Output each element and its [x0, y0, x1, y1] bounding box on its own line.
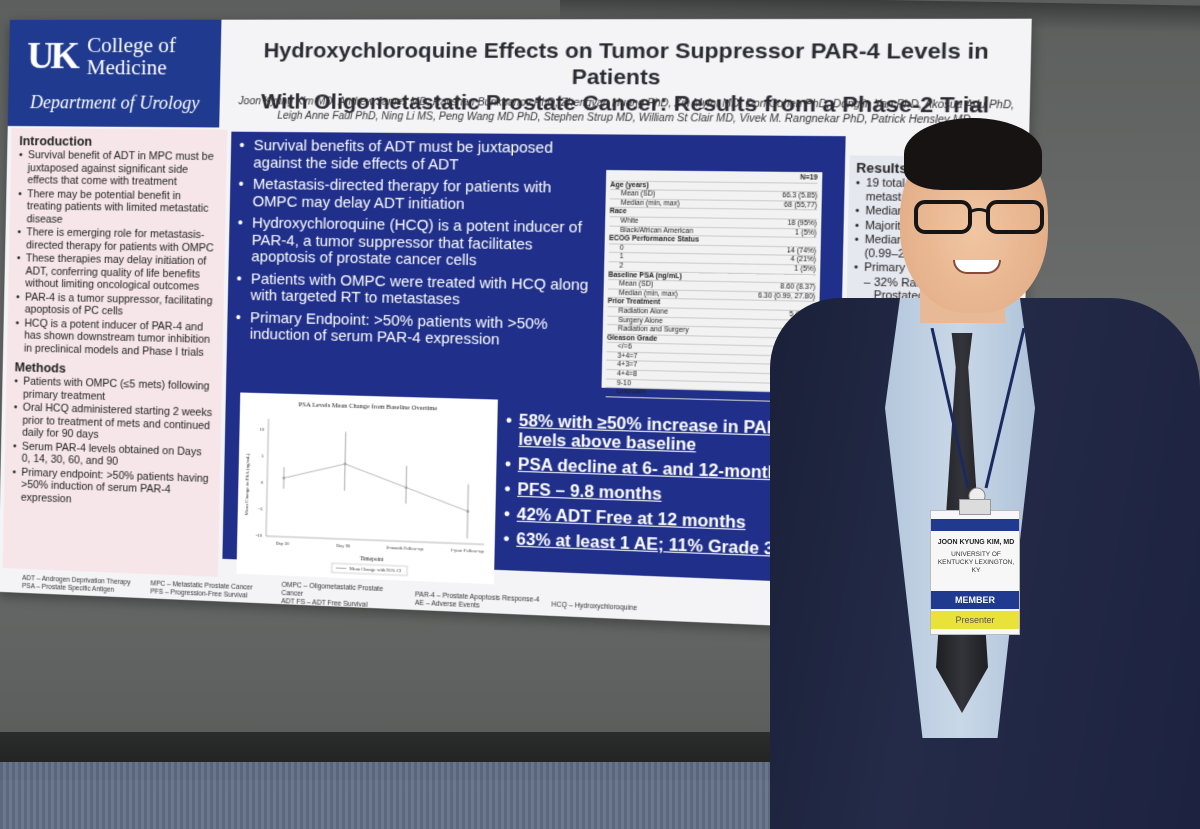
- abbreviation-entry: HCQ – Hydroxychloroquine: [551, 601, 682, 615]
- abbreviation-column: HCQ – Hydroxychloroquine: [551, 601, 682, 615]
- badge-member-ribbon: MEMBER: [931, 591, 1019, 609]
- table-cell-label: Race: [610, 208, 627, 216]
- chart-xlabel: Timepoint: [360, 556, 384, 563]
- introduction-item: PAR-4 is a tumor suppressor, facilitatin…: [16, 291, 216, 320]
- table-cell-label: Prior Treatment: [608, 298, 661, 307]
- left-column: Introduction Survival benefit of ADT in …: [3, 128, 228, 577]
- chart-title: PSA Levels Mean Change from Baseline Ove…: [298, 401, 437, 412]
- table-cell-label: Median (min, max): [610, 199, 680, 208]
- table-cell-label: White: [609, 217, 638, 225]
- chart-y-axis: [266, 419, 268, 536]
- background-bullet: Patients with OMPC were treated with HCQ…: [236, 271, 595, 312]
- lanyard: [928, 328, 1028, 518]
- abbreviation-column: ADT – Androgen Deprivation Therapy PSA – …: [22, 575, 143, 596]
- psa-change-chart: PSA Levels Mean Change from Baseline Ove…: [236, 392, 497, 584]
- background-bullet: Metastasis-directed therapy for patients…: [238, 177, 597, 215]
- badge-organization: UNIVERSITY OF KENTUCKY LEXINGTON, KY: [933, 551, 1019, 575]
- uk-logo-block: UK College of Medicine Department of Uro…: [8, 20, 222, 128]
- badge-presenter-ribbon: Presenter: [931, 611, 1019, 629]
- uk-logo-mark: UK: [27, 34, 77, 78]
- chart-x-axis: [266, 536, 484, 544]
- badge-header-strip: [931, 519, 1019, 531]
- introduction-item: There is emerging role for metastasis-di…: [17, 226, 217, 254]
- table-cell-label: Median (min, max): [608, 289, 678, 298]
- table-cell-label: 3+4=7: [606, 352, 637, 361]
- chart-x-ticks: Day 30 Day 90 6-month Follow-up 1-year Foll…: [276, 541, 485, 554]
- table-cell-label: 1: [609, 253, 624, 261]
- abbreviation-column: PAR-4 – Prostate Apoptosis Response-4 AE …: [415, 591, 543, 613]
- background-bullets: Survival benefits of ADT must be juxtapo…: [235, 138, 598, 357]
- table-cell-label: Surgery Alone: [607, 316, 663, 325]
- chart-x-tick-label: Day 90: [336, 543, 351, 549]
- introduction-list: Survival benefit of ADT in MPC must be j…: [15, 149, 219, 359]
- table-cell-label: Mean (SD): [610, 190, 655, 199]
- table-cell-label: Gleason Grade: [607, 334, 658, 343]
- introduction-item: There may be potential benefit in treati…: [18, 188, 218, 228]
- chart-y-ticks: 10 5 0 -5 -10: [256, 427, 265, 539]
- table-cell-label: 4+4=8: [606, 370, 637, 379]
- chart-y-tick-label: 5: [261, 453, 264, 458]
- title-line-1: Hydroxychloroquine Effects on Tumor Supp…: [235, 38, 1019, 92]
- table-cell-label: 2: [608, 262, 623, 270]
- methods-list: Patients with OMPC (≤5 mets) following p…: [12, 375, 214, 510]
- name-badge: JOON KYUNG KIM, MD UNIVERSITY OF KENTUCK…: [930, 510, 1020, 635]
- chart-y-tick-label: 10: [260, 427, 266, 432]
- methods-item: Primary endpoint: >50% patients having >…: [12, 466, 212, 511]
- methods-item: Oral HCQ administered starting 2 weeks p…: [13, 401, 213, 445]
- background-bullet: Primary Endpoint: >50% patients with >50…: [235, 309, 594, 351]
- smile: [953, 260, 1001, 274]
- badge-clip: [959, 499, 991, 515]
- chart-error-bar: [406, 466, 407, 504]
- chart-ylabel: Mean Change in PSA (ng/mL): [245, 453, 251, 516]
- table-cell-label: Mean (SD): [608, 280, 653, 289]
- badge-name: JOON KYUNG KIM, MD: [933, 539, 1019, 547]
- table-cell-label: Age (years): [610, 181, 649, 189]
- table-cell-label: 9-10: [606, 379, 631, 388]
- table-cell-label: Black/African American: [609, 226, 693, 235]
- introduction-item: HCQ is a potent inducer of PAR-4 and has…: [15, 317, 215, 359]
- chart-x-tick-label: 1-year Follow-up: [450, 547, 484, 554]
- hair: [904, 118, 1042, 190]
- table-cell-label: Baseline PSA (ng/mL): [608, 271, 682, 280]
- background-bullet: Survival benefits of ADT must be juxtapo…: [239, 138, 598, 175]
- chart-y-tick-label: 0: [261, 480, 264, 485]
- abbreviation-column: MPC – Metastatic Prostate Cancer PFS – Pr…: [150, 580, 273, 601]
- chart-x-tick-label: Day 30: [276, 541, 290, 547]
- chart-y-tick-label: -5: [259, 507, 264, 512]
- chart-x-tick-label: 6-month Follow-up: [386, 545, 424, 552]
- presenter-person: JOON KYUNG KIM, MD UNIVERSITY OF KENTUCK…: [770, 118, 1200, 829]
- chart-series-line: [283, 462, 468, 511]
- chart-series: [281, 430, 470, 539]
- glasses-icon: [910, 196, 1050, 236]
- center-blue-panel: Survival benefits of ADT must be juxtapo…: [222, 132, 845, 584]
- logo-college-text: College of Medicine: [86, 34, 221, 79]
- introduction-item: Survival benefit of ADT in MPC must be j…: [18, 149, 218, 189]
- chart-legend-label: Mean Change with 95% CI: [349, 566, 401, 573]
- table-cell-label: Radiation Alone: [607, 307, 668, 316]
- table-cell-label: Unknown: [606, 388, 647, 397]
- logo-department-text: Department of Urology: [30, 92, 200, 114]
- table-cell-label: 4+3=7: [606, 361, 637, 370]
- table-cell-label: 0: [609, 244, 624, 252]
- chart-error-bar: [345, 432, 346, 491]
- introduction-heading: Introduction: [19, 134, 219, 150]
- background-bullet: Hydroxychloroquine (HCQ) is a potent ind…: [237, 215, 597, 272]
- table-cell-label: </=6: [607, 343, 632, 352]
- chart-y-tick-label: -10: [256, 533, 263, 538]
- table-cell-label: ECOG Performance Status: [609, 235, 699, 244]
- introduction-item: These therapies may delay initiation of …: [16, 252, 216, 293]
